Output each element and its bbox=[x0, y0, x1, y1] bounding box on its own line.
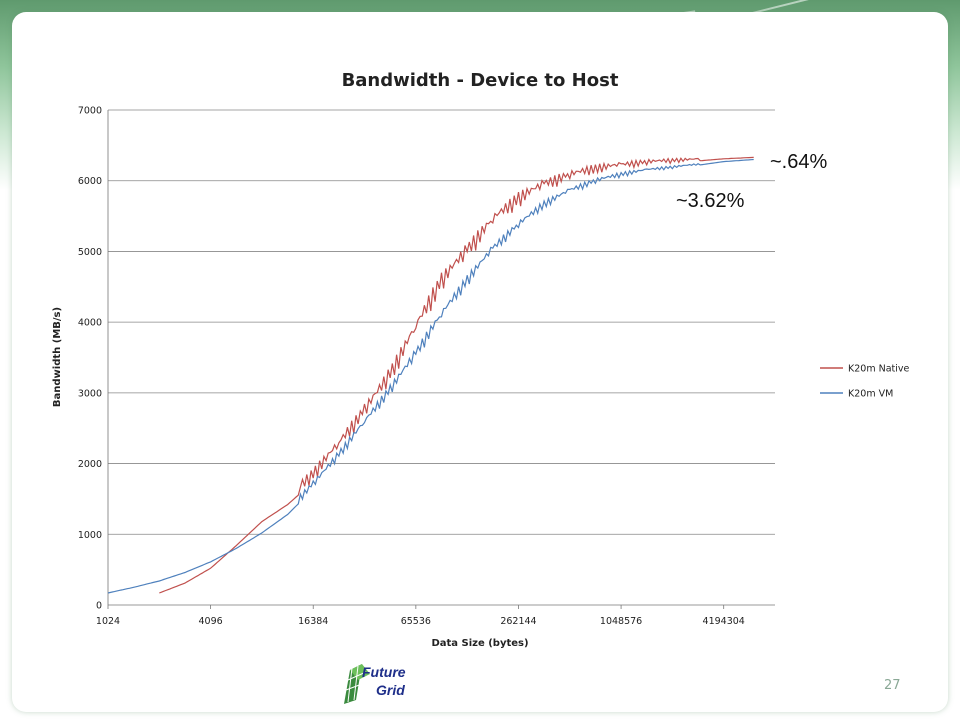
x-tick-label: 1024 bbox=[96, 616, 120, 627]
x-tick-label: 4194304 bbox=[703, 616, 745, 627]
chart-title: Bandwidth - Device to Host bbox=[342, 70, 619, 91]
futuregrid-logo: Future Grid bbox=[340, 660, 430, 706]
y-tick-label: 3000 bbox=[78, 388, 102, 399]
y-tick-label: 6000 bbox=[78, 176, 102, 187]
series-line-k20m-native bbox=[159, 156, 754, 594]
x-tick-label: 16384 bbox=[298, 616, 328, 627]
series-line-k20m-vm bbox=[107, 158, 754, 594]
annotation-native-gap: ~.64% bbox=[770, 151, 827, 173]
y-tick-label: 2000 bbox=[78, 459, 102, 470]
y-tick-label: 7000 bbox=[78, 106, 102, 117]
page-number: 27 bbox=[884, 678, 901, 693]
x-tick-label: 262144 bbox=[500, 616, 536, 627]
slide-panel bbox=[12, 12, 948, 712]
y-tick-labels: 0 1000 2000 3000 4000 5000 6000 7000 bbox=[78, 106, 102, 612]
x-tick-label: 4096 bbox=[199, 616, 223, 627]
logo-text-future: Future bbox=[362, 664, 406, 680]
x-tick-labels: 1024 4096 16384 65536 262144 1048576 4194304 bbox=[96, 616, 745, 627]
legend-label: K20m VM bbox=[848, 389, 893, 400]
y-tick-label: 1000 bbox=[78, 530, 102, 541]
x-tick-label: 1048576 bbox=[600, 616, 642, 627]
y-tick-label: 4000 bbox=[78, 318, 102, 329]
y-axis-label: Bandwidth (MB/s) bbox=[52, 307, 63, 407]
x-tick-label: 65536 bbox=[401, 616, 431, 627]
legend: K20m Native K20m VM bbox=[820, 364, 910, 400]
grid-logo-icon bbox=[344, 664, 370, 704]
x-axis-label: Data Size (bytes) bbox=[431, 638, 528, 649]
logo-text-grid: Grid bbox=[376, 682, 405, 698]
series-lines bbox=[107, 156, 754, 594]
legend-label: K20m Native bbox=[848, 364, 910, 375]
grid-lines bbox=[107, 109, 775, 609]
y-tick-label: 5000 bbox=[78, 247, 102, 258]
annotation-vm-gap: ~3.62% bbox=[676, 190, 745, 212]
y-tick-label: 0 bbox=[96, 601, 102, 612]
